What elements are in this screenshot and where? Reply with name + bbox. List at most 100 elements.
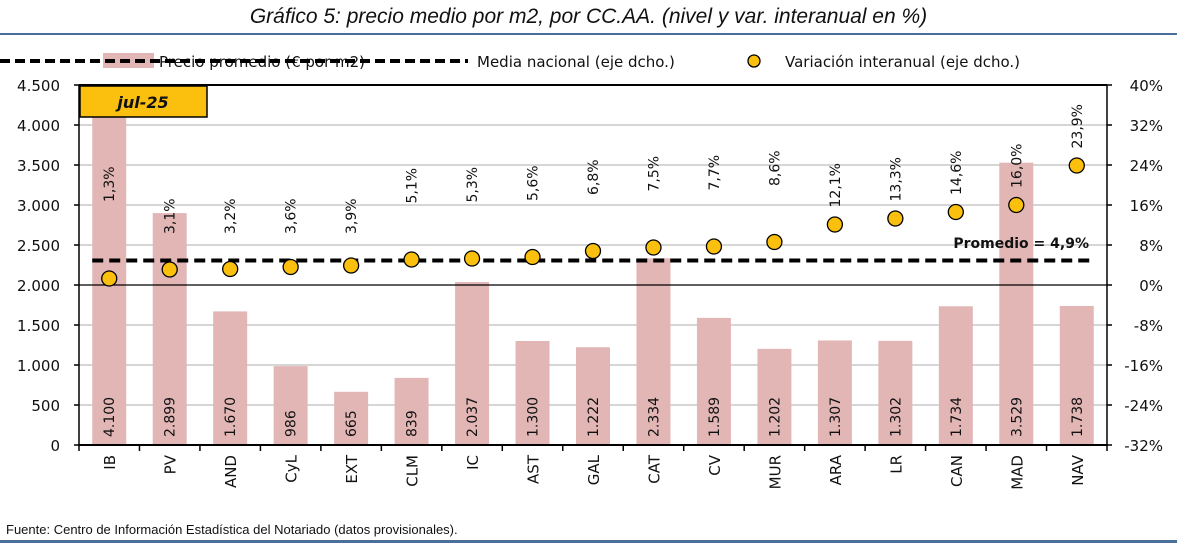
right-tick-label: 24% [1130,157,1163,175]
bar-value-label: 986 [284,410,300,437]
variation-label: 23,9% [1070,104,1086,148]
variation-dot [1008,196,1025,214]
category-label: AST [525,454,543,484]
right-tick-label: 40% [1130,77,1163,95]
right-tick-label: 8% [1139,237,1163,255]
bar [938,306,973,445]
left-tick-label: 2.500 [17,237,60,255]
variation-label: 7,5% [646,156,662,192]
bars: 4.100 IB 2.899 PV 1.670 AND 986 CyL 665 EXT 839 CLM… [92,117,1094,490]
variation-dot [342,257,360,274]
bar [515,341,550,445]
bar [213,311,248,445]
left-tick-label: 1.500 [17,317,60,335]
variation-label: 1,3% [102,166,118,202]
bar-value-label: 1.300 [526,397,542,437]
left-tick-label: 3.000 [17,197,60,215]
bar-value-label: 1.202 [767,397,783,437]
average-annotation: Promedio = 4,9% [953,236,1089,252]
variation-dot [524,248,541,266]
bar [878,340,913,445]
category-label: NAV [1069,454,1087,486]
category-label: CLM [404,455,422,487]
variation-dot [222,260,239,278]
category-label: GAL [585,454,603,485]
variation-label: 7,7% [707,155,723,191]
period-badge-label: jul-25 [114,93,168,112]
axes [78,84,1108,451]
chart-title: Gráfico 5: precio medio por m2, por CC.A… [249,5,928,28]
left-tick-label: 4.000 [17,117,60,135]
bar-value-label: 1.738 [1070,397,1086,437]
variation-label: 6,8% [586,159,602,195]
bar [455,282,490,445]
bottom-rule [0,540,1177,543]
category-label: CAT [645,454,663,484]
title-rule [0,33,1177,35]
category-label: AND [222,455,240,488]
right-tick-label: -8% [1134,317,1163,335]
variation-label: 14,6% [949,151,965,195]
bar-value-label: 1.222 [586,397,602,437]
variation-dot [887,210,904,227]
left-tick-label: 3.500 [17,157,60,175]
variation-dot [403,251,420,268]
variation-dot [645,239,662,256]
variation-label: 5,6% [526,165,542,201]
right-tick-label: 0% [1139,277,1163,295]
left-tick-label: 4.500 [17,77,60,95]
bar [817,340,852,445]
variation-label: 3,2% [223,198,239,234]
bar-value-label: 2.037 [465,397,481,437]
bar [757,348,792,445]
right-tick-label: -24% [1124,397,1163,415]
source-note: Fuente: Centro de Información Estadístic… [6,522,458,537]
bar [394,377,429,445]
legend: Precio promedio (€ por m2) Media naciona… [0,53,1020,71]
category-label: ARA [827,454,845,485]
category-label: LR [887,455,905,474]
category-label: MAD [1008,455,1026,490]
variation-label: 3,6% [284,198,300,234]
chart: 0 500 1.000 1.500 2.000 2.500 3.000 3.500 4.000 4… [0,53,1163,490]
right-tick-label: 16% [1130,197,1163,215]
category-label: IC [464,455,482,470]
right-tick-label: -16% [1124,357,1163,375]
category-label: MUR [766,455,784,489]
variation-label: 8,6% [767,150,783,186]
left-tick-label: 0 [50,437,60,455]
period-badge: jul-25 [79,85,208,118]
variation-dot [463,250,481,267]
bar [273,366,308,445]
variation-label: 3,9% [344,198,360,234]
variation-dot [101,270,118,287]
left-tick-label: 2.000 [17,277,60,295]
bar-value-label: 3.529 [1009,397,1025,437]
variation-dot [826,216,844,233]
left-tick-label: 500 [31,397,60,415]
variation-dot [1068,157,1085,174]
bar-value-label: 1.670 [223,397,239,437]
variation-label: 16,0% [1009,144,1025,188]
bar [696,317,731,445]
category-label: EXT [343,454,361,483]
variation-label: 13,3% [888,157,904,201]
category-label: PV [162,454,180,474]
variation-dot [161,261,178,278]
bar-value-label: 1.589 [707,397,723,437]
category-label: IB [101,455,119,470]
bar [1059,305,1094,445]
bar [576,347,610,445]
variation-label: 3,1% [163,198,179,234]
bar [334,391,369,445]
bar-value-label: 4.100 [102,397,118,437]
legend-line-label: Media nacional (eje dcho.) [477,53,675,71]
period-badge-box [79,85,208,118]
variation-dot [584,242,602,260]
bar-value-label: 1.302 [888,397,904,437]
left-tick-label: 1.000 [17,357,60,375]
bar-value-label: 2.334 [646,397,662,437]
bar [636,258,671,445]
bar-value-label: 839 [405,410,421,437]
bar-value-label: 2.899 [163,397,179,437]
